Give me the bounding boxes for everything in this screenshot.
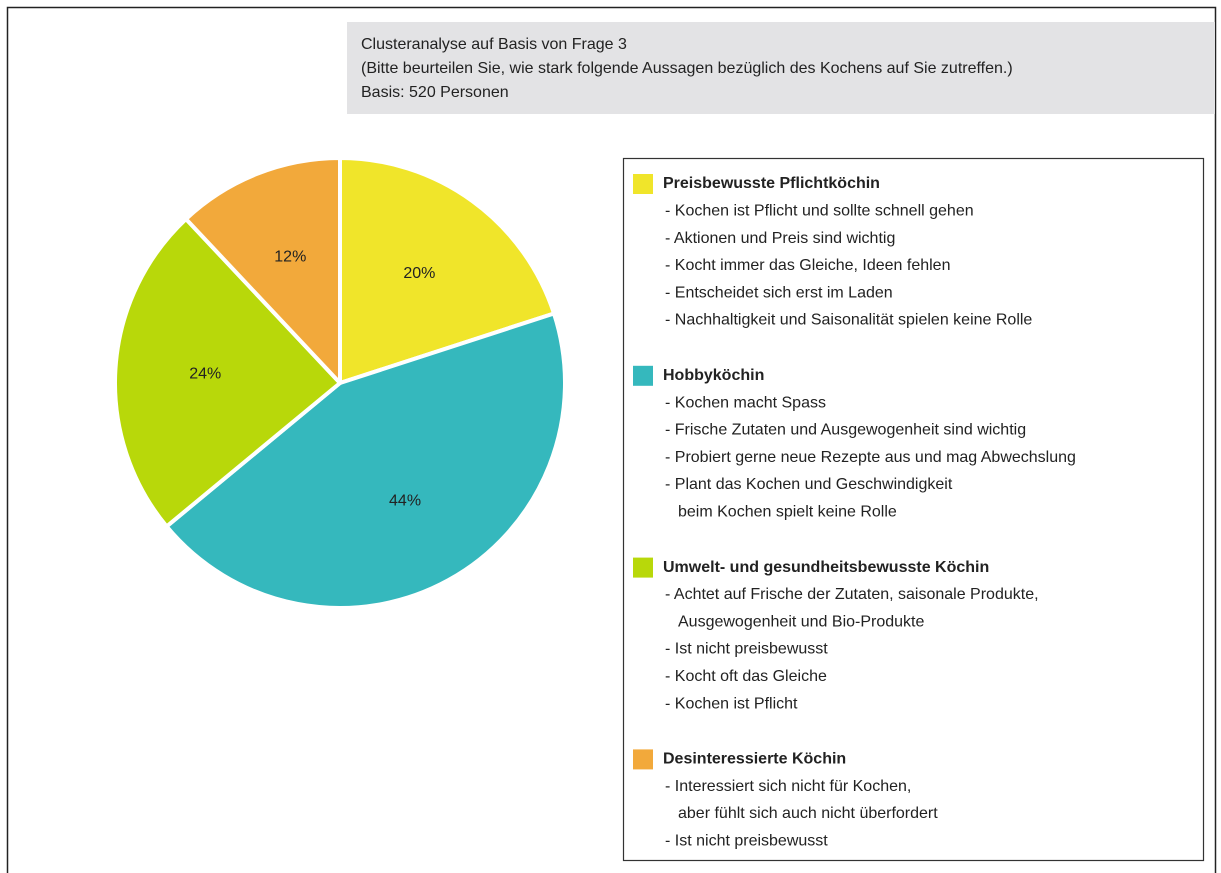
legend-description: aber fühlt sich auch nicht überfordert <box>678 805 938 822</box>
legend-description: - Kochen macht Spass <box>665 394 826 411</box>
legend-description: - Ist nicht preisbewusst <box>665 641 828 658</box>
value-label: 12% <box>274 249 306 266</box>
legend-description: - Kochen ist Pflicht und sollte schnell … <box>665 203 974 220</box>
frame <box>6 6 1217 873</box>
legend-swatch <box>633 365 653 386</box>
legend-label: Umwelt- und gesundheitsbewusste Köchin <box>663 559 989 576</box>
legend-box <box>622 157 1205 862</box>
legend-description: Ausgewogenheit und Bio-Produkte <box>678 613 924 630</box>
legend-swatch <box>633 174 653 194</box>
value-label: 44% <box>389 493 421 510</box>
pie-slice <box>338 156 556 385</box>
legend-description: - Aktionen und Preis sind wichtig <box>665 230 895 247</box>
value-label: 24% <box>189 366 221 383</box>
title-box <box>347 22 1215 114</box>
pie-slice <box>113 216 342 529</box>
legend-description: - Probiert gerne neue Rezepte aus und ma… <box>665 449 1076 466</box>
legend-description: - Interessiert sich nicht für Kochen, <box>665 778 911 795</box>
title-line: Basis: 520 Personen <box>361 84 509 101</box>
legend-description: - Achtet auf Frische der Zutaten, saison… <box>665 586 1039 603</box>
legend-description: - Plant das Kochen und Geschwindigkeit <box>665 476 953 493</box>
legend-description: - Kocht immer das Gleiche, Ideen fehlen <box>665 257 950 274</box>
title-line: (Bitte beurteilen Sie, wie stark folgend… <box>361 60 1013 77</box>
pie-slice <box>183 156 342 385</box>
legend-swatch <box>633 557 653 578</box>
legend-swatch <box>633 749 653 770</box>
legend-description: - Kocht oft das Gleiche <box>665 668 827 685</box>
legend-description: - Ist nicht preisbewusst <box>665 833 828 850</box>
legend-description: beim Kochen spielt keine Rolle <box>678 504 897 521</box>
pie-slice <box>164 311 567 610</box>
title-line: Clusteranalyse auf Basis von Frage 3 <box>361 36 627 53</box>
legend-description: - Entscheidet sich erst im Laden <box>665 284 893 301</box>
value-label: 20% <box>403 265 435 282</box>
legend-description: - Nachhaltigkeit und Saisonalität spiele… <box>665 312 1032 329</box>
legend-description: - Frische Zutaten und Ausgewogenheit sin… <box>665 422 1026 439</box>
legend-label: Desinteressierte Köchin <box>663 751 846 768</box>
legend-description: - Kochen ist Pflicht <box>665 695 798 712</box>
legend-label: Preisbewusste Pflichtköchin <box>663 175 880 192</box>
legend-label: Hobbyköchin <box>663 367 764 384</box>
